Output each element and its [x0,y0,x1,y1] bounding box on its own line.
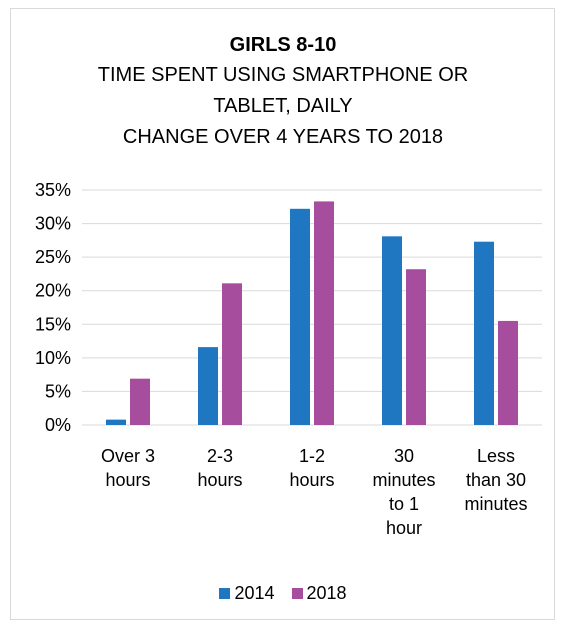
bar-2018 [222,283,242,425]
legend-swatch-2014 [219,588,231,599]
y-tick-label: 35% [35,180,71,200]
x-tick-label: Less [477,446,515,466]
bar-2014 [198,347,218,425]
y-tick-label: 5% [45,381,71,401]
chart-subtitle-line-3: CHANGE OVER 4 YEARS TO 2018 [122,126,444,148]
legend-label-2014: 2014 [234,583,275,603]
y-tick-label: 15% [35,314,71,334]
chart-title: GIRLS 8-10 [229,34,337,56]
x-tick-label: minutes [372,470,435,490]
legend-label-2018: 2018 [306,583,347,603]
legend-item-2014: 2014 [219,583,274,604]
x-tick-label: than 30 [466,470,526,490]
chart-frame [10,8,555,620]
x-tick-label: hours [289,470,334,490]
bar-2014 [474,241,494,425]
chart-subtitle-line-1: TIME SPENT USING SMARTPHONE OR [97,64,469,86]
bar-2014 [290,208,310,425]
bar-2018 [498,320,518,425]
bar-2014 [106,419,126,425]
x-tick-label: minutes [464,494,527,514]
chart-legend: 2014 2018 [0,583,566,604]
x-tick-label: hours [197,470,242,490]
y-tick-label: 0% [45,415,71,435]
x-tick-label: Over 3 [101,446,155,466]
y-tick-label: 20% [35,281,71,301]
y-tick-label: 30% [35,214,71,234]
x-tick-label: to 1 [389,494,419,514]
bar-2018 [130,378,150,425]
x-tick-label: 2-3 [207,446,233,466]
bar-2018 [314,201,334,425]
bar-2014 [382,236,402,425]
chart-title-block: GIRLS 8-10 TIME SPENT USING SMARTPHONE O… [0,30,566,153]
x-tick-label: hour [386,518,422,538]
x-tick-label: 30 [394,446,414,466]
x-tick-label: 1-2 [299,446,325,466]
y-tick-label: 10% [35,348,71,368]
y-tick-label: 25% [35,247,71,267]
legend-swatch-2018 [291,588,303,599]
legend-item-2018: 2018 [291,583,347,604]
bar-2018 [406,269,426,425]
x-tick-label: hours [105,470,150,490]
chart-subtitle-line-2: TABLET, DAILY [213,95,353,117]
